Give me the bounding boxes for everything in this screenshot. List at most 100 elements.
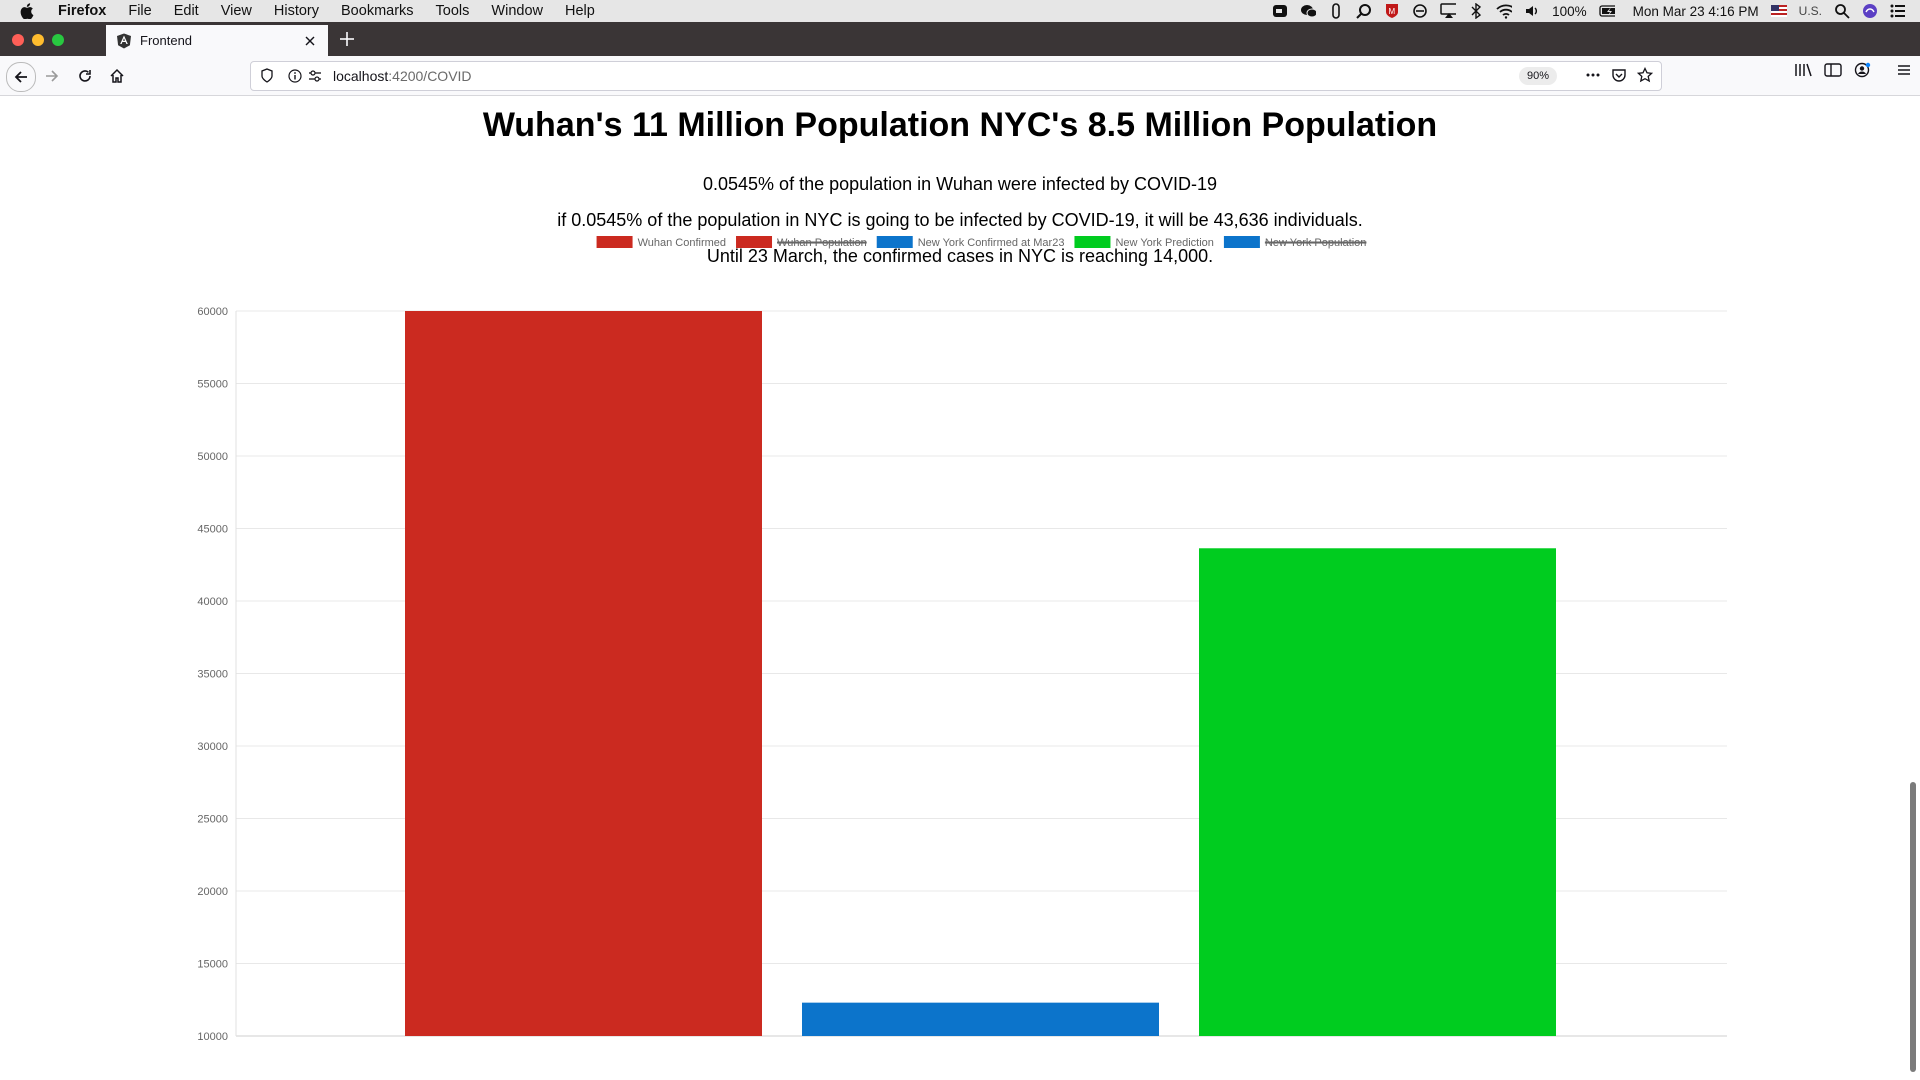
window-controls: [12, 34, 64, 46]
y-tick-label: 25000: [197, 814, 228, 826]
angular-favicon-icon: [116, 33, 132, 49]
apple-menu-icon[interactable]: [20, 2, 36, 20]
page-actions-icon[interactable]: [1585, 67, 1601, 86]
menu-window[interactable]: Window: [491, 3, 543, 19]
menu-edit[interactable]: Edit: [173, 3, 199, 19]
volume-icon[interactable]: [1524, 3, 1540, 19]
legend-label: Wuhan Population: [777, 237, 867, 249]
y-tick-label: 20000: [197, 886, 228, 898]
url-bar[interactable]: localhost:4200/COVID 90%: [250, 61, 1662, 91]
page-title: Wuhan's 11 Million Population NYC's 8.5 …: [482, 106, 1438, 144]
permissions-icon[interactable]: [307, 68, 323, 84]
url-path: :4200/COVID: [388, 68, 472, 84]
bluetooth-icon[interactable]: [1468, 3, 1484, 19]
bar-wuhan-confirmed[interactable]: [405, 311, 762, 1036]
siri-icon[interactable]: [1862, 3, 1878, 19]
macos-menubar: Firefox File Edit View History Bookmarks…: [0, 0, 1920, 22]
circle-status-icon[interactable]: [1412, 3, 1428, 19]
notification-center-icon[interactable]: [1890, 3, 1906, 19]
y-tick-label: 30000: [197, 741, 228, 753]
pocket-icon[interactable]: [1611, 67, 1627, 86]
menu-file[interactable]: File: [128, 3, 152, 19]
nyc-prediction-text: if 0.0545% of the population in NYC is g…: [557, 210, 1363, 230]
y-tick-label: 55000: [197, 379, 228, 391]
input-source-label[interactable]: U.S.: [1798, 4, 1822, 18]
legend-item-wuhan-population[interactable]: Wuhan Population: [736, 236, 867, 249]
legend-item-new-york-prediction[interactable]: New York Prediction: [1074, 236, 1214, 249]
page-content: Wuhan's 11 Million Population NYC's 8.5 …: [0, 96, 1920, 1080]
account-icon[interactable]: [1854, 62, 1872, 83]
battery-percent[interactable]: 100%: [1552, 3, 1587, 19]
paperclip-icon[interactable]: [1328, 3, 1344, 19]
app-menu-icon[interactable]: [1896, 62, 1912, 83]
close-window-button[interactable]: [12, 34, 24, 46]
legend-swatch: [736, 236, 773, 248]
menu-app-firefox[interactable]: Firefox: [58, 3, 107, 19]
legend-label: Wuhan Confirmed: [638, 237, 726, 249]
vertical-scrollbar-thumb[interactable]: [1910, 782, 1916, 1072]
bookmark-star-icon[interactable]: [1636, 66, 1654, 86]
status-area: M 100% Mon Mar 23 4:16 PM U.S.: [1272, 0, 1906, 22]
us-flag-icon[interactable]: [1770, 3, 1787, 19]
zoom-app-icon[interactable]: [1272, 3, 1288, 19]
toolbar-icons: [1794, 62, 1912, 83]
forward-button[interactable]: [38, 62, 66, 90]
url-bar-actions: [1585, 66, 1654, 86]
legend-swatch: [876, 236, 913, 248]
battery-charging-icon[interactable]: [1598, 3, 1615, 19]
nyc-confirmed-text: Until 23 March, the confirmed cases in N…: [706, 246, 1214, 266]
back-button[interactable]: [6, 62, 36, 92]
browser-tab-strip: Frontend: [0, 22, 1920, 56]
airplay-icon[interactable]: [1440, 3, 1457, 19]
y-tick-label: 50000: [197, 451, 228, 463]
url-host: localhost: [333, 68, 389, 84]
wechat-icon[interactable]: [1300, 3, 1317, 19]
legend-label: New York Confirmed at Mar23: [918, 237, 1065, 249]
zoom-window-button[interactable]: [52, 34, 64, 46]
library-icon[interactable]: [1794, 62, 1812, 83]
y-tick-label: 60000: [197, 306, 228, 318]
reload-button[interactable]: [71, 62, 99, 90]
legend-item-new-york-confirmed-at-mar23[interactable]: New York Confirmed at Mar23: [876, 236, 1065, 249]
menu-tools[interactable]: Tools: [435, 3, 470, 19]
legend-item-new-york-population[interactable]: New York Population: [1223, 236, 1367, 249]
menu-view[interactable]: View: [220, 3, 252, 19]
bar-new-york-confirmed-at-mar23[interactable]: [802, 1002, 1159, 1036]
covid-bar-chart: 10000 15000 20000 25000 30000 35000 40000 45000…: [197, 236, 1727, 1043]
legend-swatch: [596, 236, 633, 248]
spotlight-search-icon[interactable]: [1834, 3, 1850, 19]
close-tab-icon[interactable]: [302, 33, 318, 49]
zoom-level-badge[interactable]: 90%: [1518, 67, 1557, 85]
home-button[interactable]: [103, 62, 131, 90]
infection-rate-text: 0.0545% of the population in Wuhan were …: [703, 174, 1217, 194]
menu-help[interactable]: Help: [564, 3, 595, 19]
legend-label: New York Population: [1265, 237, 1367, 249]
chart-legend: Wuhan Confirmed Wuhan Population New York …: [596, 236, 1367, 249]
y-tick-label: 15000: [197, 959, 228, 971]
browser-navbar: localhost:4200/COVID 90%: [0, 56, 1920, 96]
svg-text:M: M: [1389, 7, 1396, 16]
menu-history[interactable]: History: [273, 3, 320, 19]
new-tab-plus-icon[interactable]: [337, 29, 357, 49]
y-tick-label: 10000: [197, 1031, 228, 1043]
legend-label: New York Prediction: [1115, 237, 1213, 249]
minimize-window-button[interactable]: [32, 34, 44, 46]
chart-bars: [405, 311, 1556, 1036]
tracking-shield-icon[interactable]: [259, 68, 275, 84]
clock[interactable]: Mon Mar 23 4:16 PM: [1632, 3, 1759, 19]
bar-new-york-prediction[interactable]: [1199, 548, 1556, 1036]
tab-title: Frontend: [140, 33, 193, 48]
sidebar-toggle-icon[interactable]: [1824, 62, 1842, 83]
y-axis: 10000 15000 20000 25000 30000 35000 40000 45000…: [197, 306, 237, 1043]
legend-swatch: [1223, 236, 1260, 248]
menu-bookmarks[interactable]: Bookmarks: [341, 3, 414, 19]
search-magnifier-app-icon[interactable]: [1356, 3, 1372, 19]
mcafee-shield-icon[interactable]: M: [1384, 3, 1400, 19]
y-tick-label: 40000: [197, 596, 228, 608]
y-tick-label: 35000: [197, 669, 228, 681]
y-tick-label: 45000: [197, 524, 228, 536]
wifi-icon[interactable]: [1496, 3, 1513, 19]
legend-item-wuhan-confirmed[interactable]: Wuhan Confirmed: [596, 236, 726, 249]
tab-frontend[interactable]: Frontend: [106, 25, 328, 56]
site-info-icon[interactable]: [287, 68, 303, 84]
